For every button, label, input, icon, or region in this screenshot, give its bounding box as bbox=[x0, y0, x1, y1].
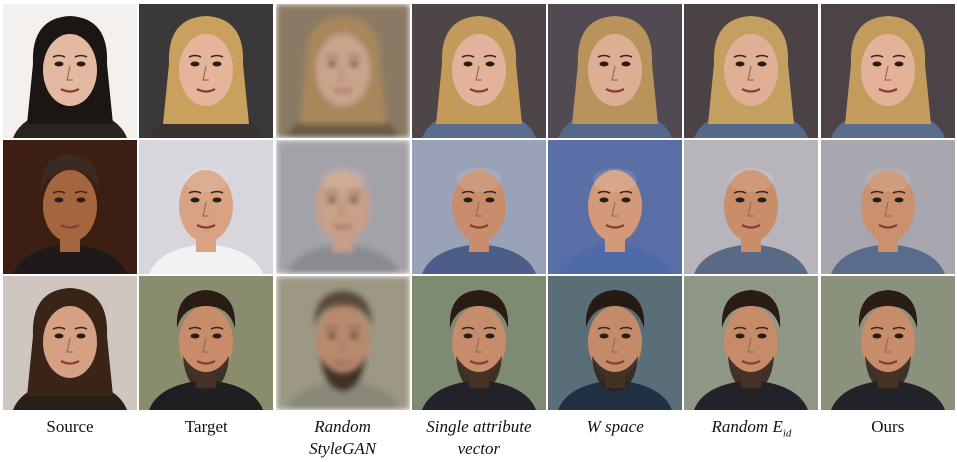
face-swap-comparison-grid bbox=[3, 4, 955, 410]
row-blonde-woman-random-eid-image bbox=[684, 4, 819, 138]
column-label-subscript: id bbox=[782, 427, 792, 440]
column-label-ours: Ours bbox=[821, 416, 955, 460]
row-bearded-man-single-attribute-vector-image bbox=[411, 276, 546, 410]
row-bearded-man-source-image bbox=[3, 276, 137, 410]
column-label-line1: Random Eid bbox=[711, 417, 792, 440]
column-label-line1: Target bbox=[184, 417, 228, 436]
row-bald-man-ours-image bbox=[820, 140, 955, 274]
row-bearded-man-ours-image bbox=[820, 276, 955, 410]
row-bearded-man-random-eid-image bbox=[684, 276, 819, 410]
column-label-w-space: W space bbox=[548, 416, 682, 460]
row-blonde-woman-source-image bbox=[3, 4, 137, 138]
row-blonde-woman-random-stylegan-image bbox=[275, 4, 410, 138]
row-bald-man-single-attribute-vector-image bbox=[411, 140, 546, 274]
row-bald-man-w-space-image bbox=[548, 140, 683, 274]
row-blonde-woman-single-attribute-vector-image bbox=[411, 4, 546, 138]
row-blonde-woman-ours-image bbox=[820, 4, 955, 138]
column-labels: Source Target Random StyleGAN Single attribu… bbox=[3, 416, 955, 460]
column-label-line1: Ours bbox=[871, 417, 905, 436]
column-label-line2: StyleGAN bbox=[309, 439, 377, 458]
row-bearded-man-w-space-image bbox=[548, 276, 683, 410]
row-bearded-man-random-stylegan-image bbox=[275, 276, 410, 410]
row-bearded-man-target-image bbox=[139, 276, 274, 410]
column-label-single-attribute-vector: Single attribute vector bbox=[412, 416, 546, 460]
column-label-line1: Single attribute bbox=[426, 417, 532, 436]
row-bald-man-target-image bbox=[139, 140, 274, 274]
column-label-source: Source bbox=[3, 416, 137, 460]
column-label-line1: Random bbox=[314, 417, 371, 436]
row-bald-man-random-eid-image bbox=[684, 140, 819, 274]
column-label-target: Target bbox=[139, 416, 273, 460]
column-label-line2: vector bbox=[457, 439, 501, 458]
row-bald-man-random-stylegan-image bbox=[275, 140, 410, 274]
column-label-line1: W space bbox=[586, 417, 644, 436]
row-blonde-woman-w-space-image bbox=[548, 4, 683, 138]
column-label-random-eid: Random Eid bbox=[684, 416, 818, 460]
column-label-line1: Source bbox=[46, 417, 94, 436]
row-blonde-woman-target-image bbox=[139, 4, 274, 138]
row-bald-man-source-image bbox=[3, 140, 137, 274]
column-label-random-stylegan: Random StyleGAN bbox=[276, 416, 410, 460]
